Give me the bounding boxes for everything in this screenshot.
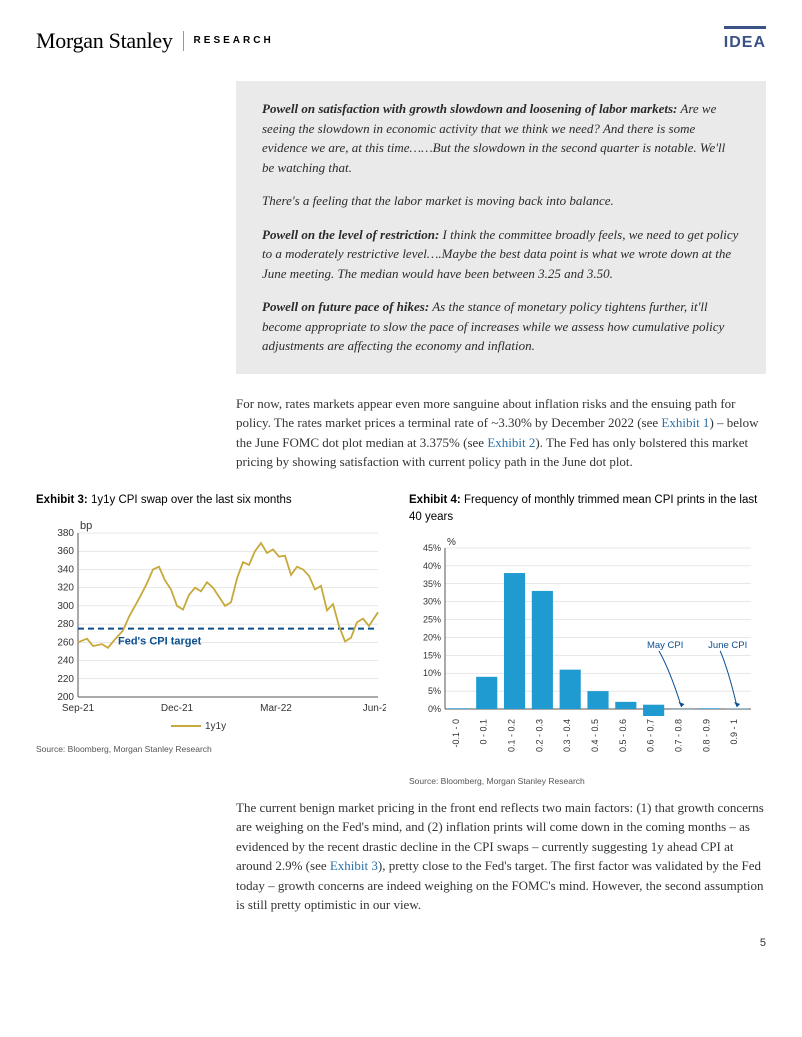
- svg-text:45%: 45%: [423, 543, 441, 553]
- svg-text:360: 360: [57, 546, 74, 557]
- svg-text:%: %: [447, 537, 456, 548]
- svg-text:Sep-21: Sep-21: [62, 703, 95, 714]
- charts-row: Exhibit 3: 1y1y CPI swap over the last s…: [36, 492, 766, 788]
- exhibit-3-label: Exhibit 3:: [36, 494, 88, 506]
- page-header: Morgan Stanley RESEARCH IDEA: [36, 24, 766, 57]
- svg-text:0.1 - 0.2: 0.1 - 0.2: [507, 719, 517, 752]
- svg-text:June CPI: June CPI: [708, 640, 747, 651]
- svg-text:220: 220: [57, 674, 74, 685]
- svg-text:0.7 - 0.8: 0.7 - 0.8: [673, 719, 683, 752]
- svg-text:10%: 10%: [423, 668, 441, 678]
- exhibit-3: Exhibit 3: 1y1y CPI swap over the last s…: [36, 492, 393, 756]
- exhibit-4-chart: % 0% 5% 10% 15% 20% 25% 30% 35% 40% 45% -0.1 - 0 0 -…: [409, 534, 759, 769]
- exhibit-3-title: Exhibit 3: 1y1y CPI swap over the last s…: [36, 492, 393, 509]
- svg-text:0.8 - 0.9: 0.8 - 0.9: [701, 719, 711, 752]
- svg-text:320: 320: [57, 582, 74, 593]
- quote-p1-lead: Powell on satisfaction with growth slowd…: [262, 101, 677, 116]
- idea-badge: IDEA: [724, 26, 766, 55]
- quote-p3-lead: Powell on the level of restriction:: [262, 227, 439, 242]
- para-rates-markets: For now, rates markets appear even more …: [236, 394, 766, 472]
- para-benign-pricing: The current benign market pricing in the…: [236, 798, 766, 915]
- svg-text:-0.1 - 0: -0.1 - 0: [451, 719, 461, 748]
- quote-p2: There's a feeling that the labor market …: [262, 191, 740, 211]
- quote-p4: Powell on future pace of hikes: As the s…: [262, 297, 740, 356]
- svg-text:0 - 0.1: 0 - 0.1: [479, 719, 489, 745]
- svg-text:0.6 - 0.7: 0.6 - 0.7: [646, 719, 656, 752]
- link-exhibit-1[interactable]: Exhibit 1: [661, 415, 709, 430]
- svg-text:5%: 5%: [428, 686, 441, 696]
- svg-text:May CPI: May CPI: [647, 640, 683, 651]
- svg-text:Mar-22: Mar-22: [260, 703, 292, 714]
- svg-text:200: 200: [57, 692, 74, 703]
- quote-p4-lead: Powell on future pace of hikes:: [262, 299, 429, 314]
- research-label: RESEARCH: [194, 33, 274, 48]
- exhibit-4-source: Source: Bloomberg, Morgan Stanley Resear…: [409, 775, 766, 788]
- svg-text:0.3 - 0.4: 0.3 - 0.4: [562, 719, 572, 752]
- header-left: Morgan Stanley RESEARCH: [36, 24, 274, 57]
- svg-text:0%: 0%: [428, 704, 441, 714]
- svg-text:Jun-22: Jun-22: [363, 703, 386, 714]
- quote-p3: Powell on the level of restriction: I th…: [262, 225, 740, 284]
- svg-text:0.2 - 0.3: 0.2 - 0.3: [534, 719, 544, 752]
- svg-text:260: 260: [57, 637, 74, 648]
- svg-text:Fed's CPI target: Fed's CPI target: [118, 635, 202, 647]
- powell-quote-box: Powell on satisfaction with growth slowd…: [236, 81, 766, 374]
- link-exhibit-2[interactable]: Exhibit 2: [487, 435, 535, 450]
- svg-text:0.4 - 0.5: 0.4 - 0.5: [590, 719, 600, 752]
- exhibit-3-chart: bp 200 220 240 260 280 300 320 340 360 380 Sep-21 De…: [36, 517, 386, 737]
- svg-text:25%: 25%: [423, 615, 441, 625]
- svg-text:1y1y: 1y1y: [205, 721, 226, 732]
- page-number: 5: [36, 935, 766, 952]
- exhibit-3-title-text: 1y1y CPI swap over the last six months: [88, 494, 292, 506]
- svg-text:0.5 - 0.6: 0.5 - 0.6: [618, 719, 628, 752]
- svg-text:240: 240: [57, 655, 74, 666]
- svg-text:380: 380: [57, 528, 74, 539]
- svg-text:Dec-21: Dec-21: [161, 703, 194, 714]
- svg-text:35%: 35%: [423, 579, 441, 589]
- svg-text:340: 340: [57, 564, 74, 575]
- exhibit-4-label: Exhibit 4:: [409, 494, 461, 506]
- svg-text:bp: bp: [80, 520, 92, 532]
- link-exhibit-3[interactable]: Exhibit 3: [330, 858, 378, 873]
- exhibit-3-source: Source: Bloomberg, Morgan Stanley Resear…: [36, 743, 393, 756]
- exhibit-4-title-text: Frequency of monthly trimmed mean CPI pr…: [409, 494, 757, 523]
- svg-text:0.9 - 1: 0.9 - 1: [729, 719, 739, 745]
- svg-text:20%: 20%: [423, 632, 441, 642]
- svg-text:300: 300: [57, 601, 74, 612]
- exhibit-4: Exhibit 4: Frequency of monthly trimmed …: [409, 492, 766, 788]
- svg-text:30%: 30%: [423, 597, 441, 607]
- svg-text:280: 280: [57, 619, 74, 630]
- brand-logo: Morgan Stanley: [36, 24, 173, 57]
- quote-p1: Powell on satisfaction with growth slowd…: [262, 99, 740, 177]
- svg-text:15%: 15%: [423, 650, 441, 660]
- header-divider: [183, 31, 184, 51]
- svg-text:40%: 40%: [423, 561, 441, 571]
- exhibit-4-title: Exhibit 4: Frequency of monthly trimmed …: [409, 492, 766, 527]
